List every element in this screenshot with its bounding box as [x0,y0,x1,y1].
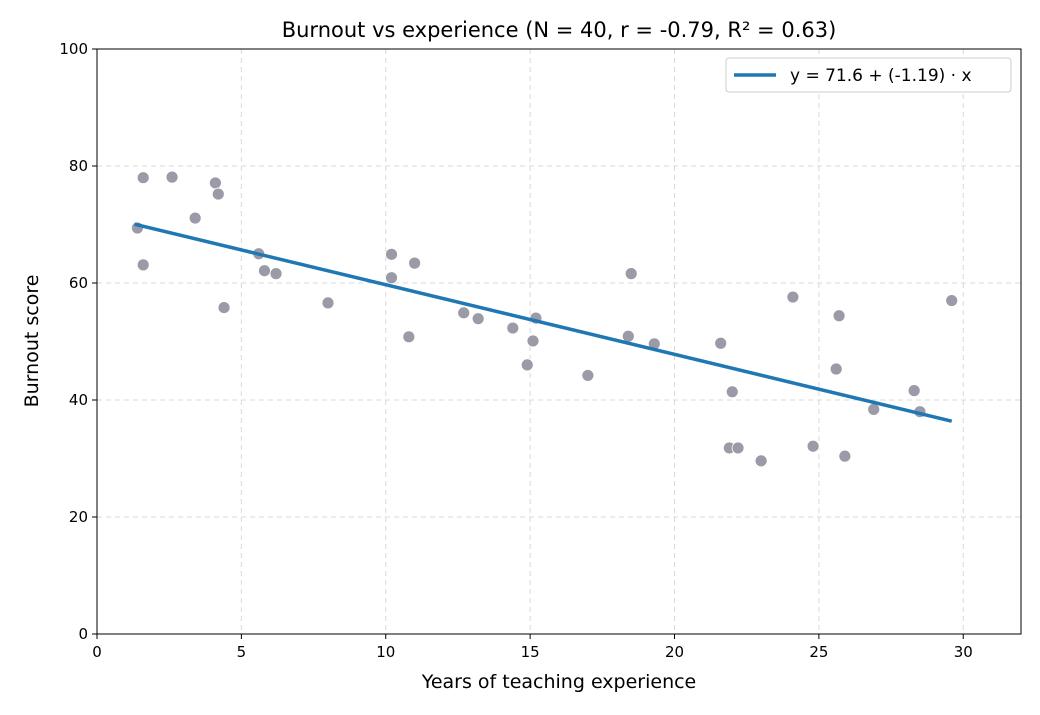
data-point [385,271,398,285]
y-tick-label: 0 [78,625,88,643]
data-point [725,385,739,399]
data-point [188,211,202,225]
data-point [907,384,921,398]
x-axis-label: Years of teaching experience [421,671,697,693]
data-point [714,336,728,350]
legend-entry-label: y = 71.6 + (-1.19) · x [790,66,972,86]
plot-frame [96,48,1022,635]
y-tick-label: 20 [69,508,88,526]
data-points [131,170,959,468]
data-point [731,441,745,455]
data-point [217,301,231,314]
data-point [402,330,416,344]
regression-line [134,222,953,423]
data-point [208,176,222,190]
data-point [786,290,800,304]
x-tick-label: 5 [237,643,247,661]
data-point [165,170,179,184]
y-tick-label: 40 [69,391,88,409]
data-point [754,454,768,468]
data-point [471,312,485,326]
legend: y = 71.6 + (-1.19) · x [725,57,1012,93]
data-point [506,321,520,335]
y-tick-label: 80 [69,157,88,175]
data-point [457,306,471,320]
y-tick-label: 100 [59,40,88,58]
data-point [624,267,638,281]
data-point [581,369,595,382]
data-point [258,264,271,278]
data-point [269,267,283,281]
chart-title: Burnout vs experience (N = 40, r = -0.79… [282,18,837,42]
data-point [520,358,534,372]
x-tick-label: 0 [92,643,102,661]
x-axis-ticks: 0 5 10 15 20 25 30 [92,634,973,661]
y-axis-label: Burnout score [21,275,43,408]
data-point [211,187,225,201]
y-tick-label: 60 [69,274,88,292]
data-point [832,309,846,323]
y-axis-ticks: 0 20 40 60 80 100 [59,40,97,643]
legend-box [725,57,1012,93]
x-tick-label: 20 [665,643,684,661]
x-tick-label: 25 [809,643,828,661]
data-point [136,258,150,272]
x-tick-label: 15 [521,643,540,661]
data-point [829,362,843,376]
x-tick-label: 30 [954,643,973,661]
data-point [526,334,540,348]
data-point [321,296,335,310]
data-point [806,439,820,453]
fit-line-group [134,222,953,423]
data-point [838,449,852,463]
data-point [408,256,422,270]
data-point [385,247,398,261]
data-point [136,171,150,185]
grid-lines [97,49,1021,634]
x-tick-label: 10 [376,643,395,661]
data-point [945,294,959,307]
